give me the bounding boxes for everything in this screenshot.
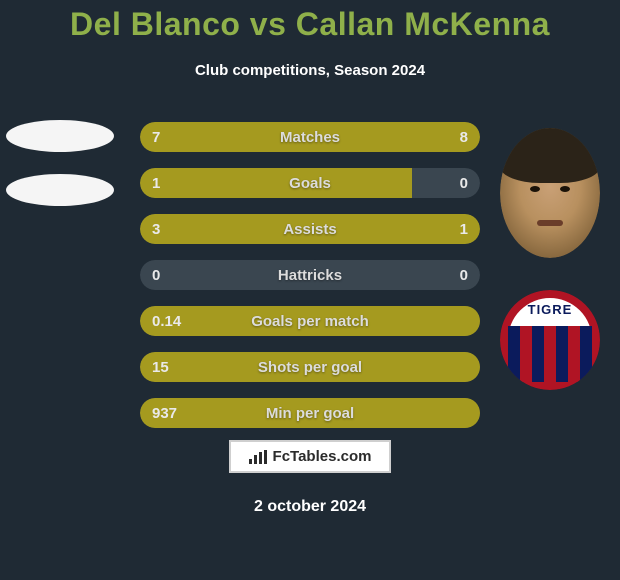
right-player-photo: [500, 128, 600, 258]
stat-row: 0.14Goals per match: [140, 306, 480, 336]
stat-label: Assists: [140, 214, 480, 244]
stat-row: 31Assists: [140, 214, 480, 244]
footer-site-badge: FcTables.com: [0, 440, 620, 473]
stat-label: Matches: [140, 122, 480, 152]
left-player-placeholder-2: [6, 174, 114, 206]
stat-label: Shots per goal: [140, 352, 480, 382]
page-subtitle: Club competitions, Season 2024: [0, 62, 620, 79]
stat-label: Hattricks: [140, 260, 480, 290]
stat-row: 00Hattricks: [140, 260, 480, 290]
stat-row: 78Matches: [140, 122, 480, 152]
stat-row: 15Shots per goal: [140, 352, 480, 382]
fctables-icon: [249, 450, 267, 464]
stat-bars-container: 78Matches 10Goals 31Assists 00Hattricks 0.14…: [140, 122, 480, 444]
left-player-placeholder-1: [6, 120, 114, 152]
stat-label: Min per goal: [140, 398, 480, 428]
stat-label: Goals: [140, 168, 480, 198]
stat-row: 937Min per goal: [140, 398, 480, 428]
right-club-name: TIGRE: [500, 302, 600, 317]
stat-row: 10Goals: [140, 168, 480, 198]
footer-site-text: FcTables.com: [273, 448, 372, 465]
right-club-badge: TIGRE: [500, 290, 600, 390]
stat-label: Goals per match: [140, 306, 480, 336]
comparison-card: Del Blanco vs Callan McKenna Club compet…: [0, 0, 620, 580]
footer-date: 2 october 2024: [0, 498, 620, 516]
page-title: Del Blanco vs Callan McKenna: [0, 6, 620, 43]
